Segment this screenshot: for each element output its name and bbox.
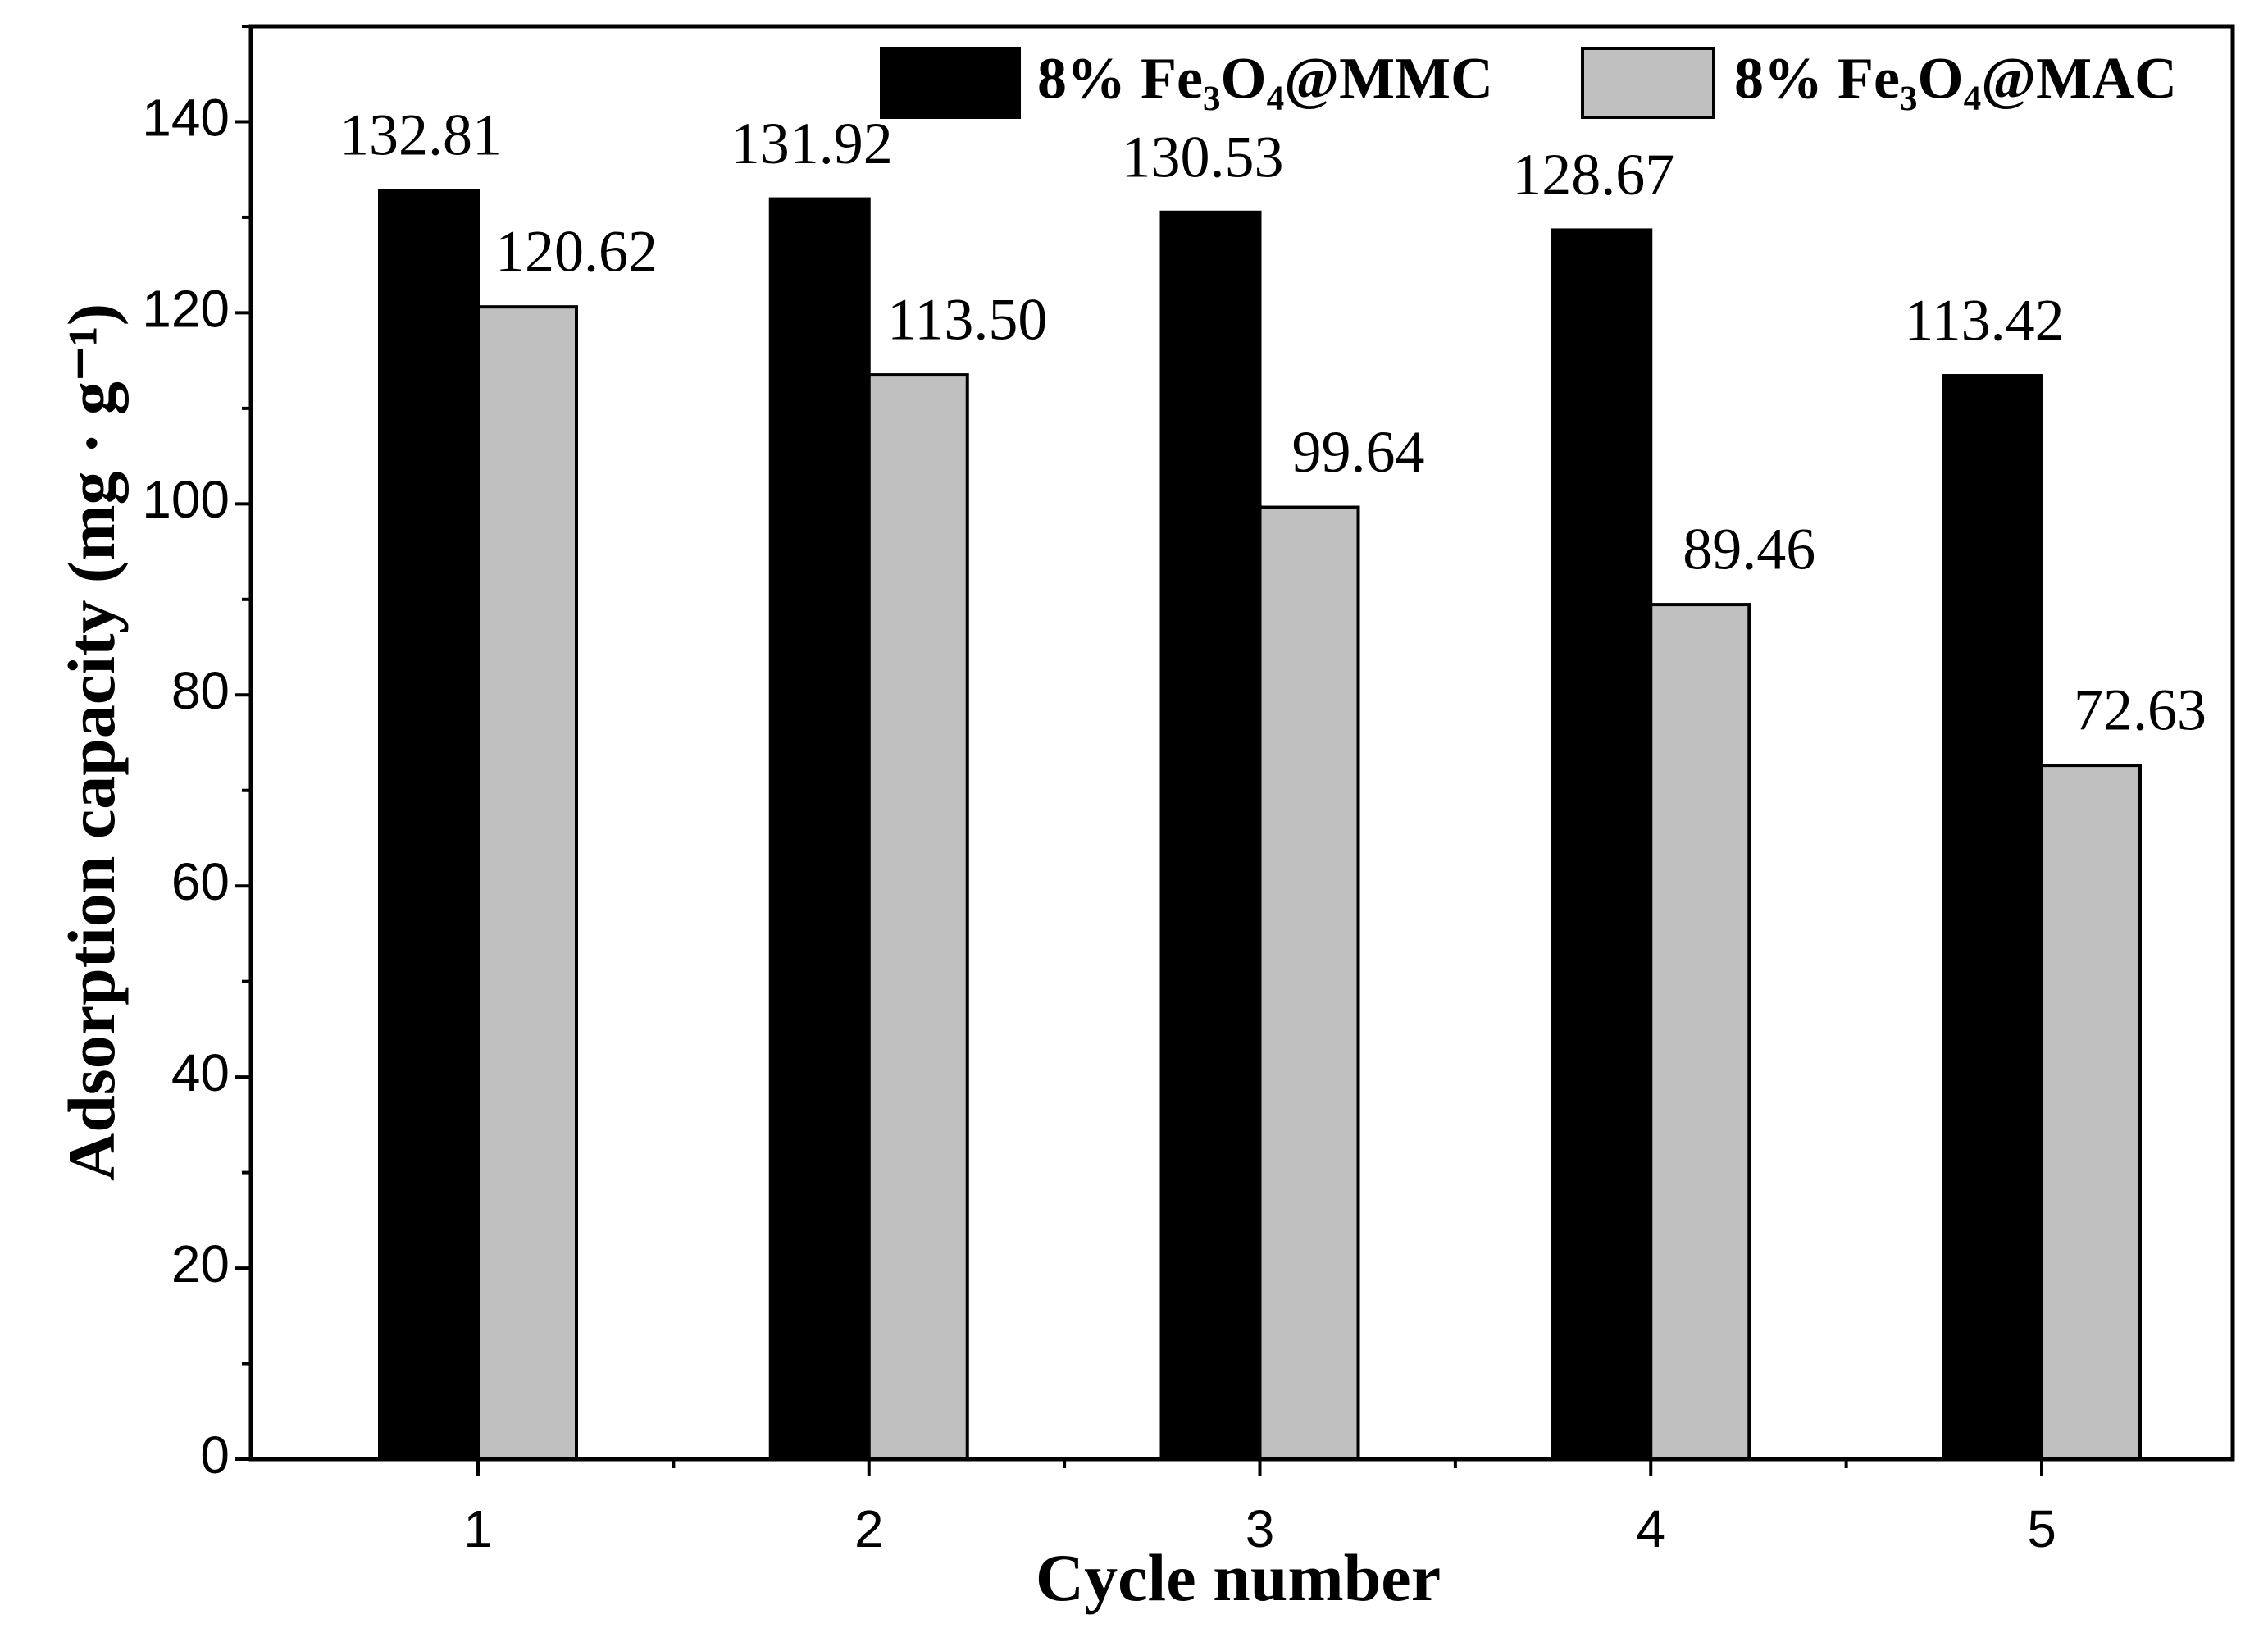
y-tick-label: 120 <box>142 279 230 338</box>
x-tick-label: 4 <box>1636 1499 1665 1558</box>
x-tick-label: 3 <box>1246 1499 1275 1558</box>
value-label: 128.67 <box>1512 142 1674 208</box>
value-label: 132.81 <box>339 103 502 168</box>
y-tick-label: 0 <box>200 1425 230 1485</box>
bar <box>1159 210 1262 1461</box>
value-label: 131.92 <box>731 111 893 176</box>
bar <box>1942 374 2043 1462</box>
y-tick-label: 20 <box>171 1234 230 1293</box>
bar <box>867 373 969 1461</box>
legend-swatch <box>1581 47 1715 119</box>
bar <box>1551 228 1653 1462</box>
bar <box>1649 603 1751 1461</box>
plot-frame <box>248 24 2235 1462</box>
value-label: 72.63 <box>2074 677 2207 743</box>
bar <box>768 197 871 1461</box>
bar <box>2040 764 2142 1461</box>
x-axis-title: Cycle number <box>1036 1540 1441 1615</box>
y-tick-label: 60 <box>171 852 230 911</box>
y-tick-label: 80 <box>171 661 230 720</box>
y-axis-title: Adsorption capacity (mg · g⁻¹) <box>54 303 129 1181</box>
value-label: 120.62 <box>495 219 658 285</box>
x-tick-label: 1 <box>463 1499 493 1558</box>
legend-label: 8% Fe₃O₄@MAC <box>1734 46 2177 112</box>
legend-label: 8% Fe₃O₄@MMC <box>1037 46 1493 112</box>
y-tick-label: 40 <box>171 1043 230 1102</box>
value-label: 130.53 <box>1122 124 1284 189</box>
bar <box>476 305 578 1461</box>
value-label: 113.50 <box>887 287 1047 353</box>
value-label: 99.64 <box>1292 419 1425 485</box>
y-tick-label: 100 <box>142 470 230 529</box>
value-label: 89.46 <box>1683 517 1815 582</box>
x-tick-label: 2 <box>854 1499 884 1558</box>
legend-swatch <box>880 47 1021 119</box>
y-tick-label: 140 <box>142 88 230 147</box>
x-tick-label: 5 <box>2027 1499 2056 1558</box>
value-label: 113.42 <box>1904 288 2064 354</box>
bar <box>1258 505 1360 1461</box>
bar <box>378 189 480 1462</box>
